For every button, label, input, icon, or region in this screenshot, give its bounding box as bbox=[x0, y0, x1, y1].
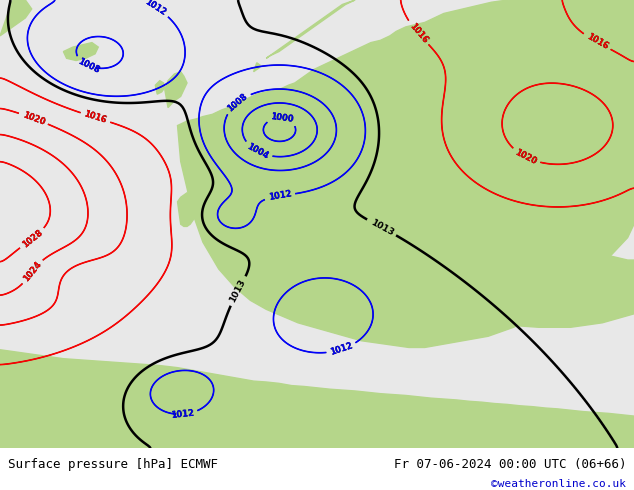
Text: 1012: 1012 bbox=[143, 0, 168, 18]
Polygon shape bbox=[254, 63, 260, 72]
Polygon shape bbox=[178, 193, 197, 226]
Text: 1012: 1012 bbox=[329, 342, 354, 357]
Text: 1024: 1024 bbox=[21, 260, 43, 283]
Text: 1020: 1020 bbox=[514, 147, 538, 166]
Polygon shape bbox=[178, 0, 634, 347]
Text: 1016: 1016 bbox=[407, 21, 429, 45]
Text: 1016: 1016 bbox=[83, 110, 108, 125]
Text: 1024: 1024 bbox=[21, 260, 43, 283]
Text: 1013: 1013 bbox=[228, 278, 248, 304]
Text: 1008: 1008 bbox=[77, 57, 101, 75]
Polygon shape bbox=[63, 43, 98, 61]
Polygon shape bbox=[0, 350, 634, 448]
Text: 1012: 1012 bbox=[268, 190, 292, 202]
Text: 1008: 1008 bbox=[77, 57, 101, 75]
Text: 1028: 1028 bbox=[20, 228, 44, 249]
Polygon shape bbox=[317, 260, 327, 278]
Text: 1000: 1000 bbox=[270, 113, 294, 124]
Text: 1004: 1004 bbox=[245, 142, 270, 161]
Polygon shape bbox=[241, 211, 257, 246]
Text: 1012: 1012 bbox=[268, 190, 292, 202]
Text: Surface pressure [hPa] ECMWF: Surface pressure [hPa] ECMWF bbox=[8, 458, 217, 471]
Text: 1016: 1016 bbox=[585, 32, 609, 51]
Text: ©weatheronline.co.uk: ©weatheronline.co.uk bbox=[491, 479, 626, 489]
Text: 1016: 1016 bbox=[407, 21, 429, 45]
Text: 1004: 1004 bbox=[245, 142, 270, 161]
Polygon shape bbox=[165, 72, 187, 108]
Text: Fr 07-06-2024 00:00 UTC (06+66): Fr 07-06-2024 00:00 UTC (06+66) bbox=[394, 458, 626, 471]
Text: 1000: 1000 bbox=[270, 113, 294, 124]
Text: 1012: 1012 bbox=[171, 409, 195, 420]
Text: 1020: 1020 bbox=[21, 110, 46, 127]
Text: 1016: 1016 bbox=[585, 32, 609, 51]
Text: 1020: 1020 bbox=[21, 110, 46, 127]
Text: 1028: 1028 bbox=[20, 228, 44, 249]
Text: 1008: 1008 bbox=[226, 92, 249, 113]
Text: 1012: 1012 bbox=[171, 409, 195, 420]
Polygon shape bbox=[444, 238, 634, 327]
Text: 1012: 1012 bbox=[143, 0, 168, 18]
Polygon shape bbox=[155, 81, 165, 94]
Polygon shape bbox=[266, 0, 355, 58]
Polygon shape bbox=[0, 0, 32, 36]
Text: 1020: 1020 bbox=[514, 147, 538, 166]
Text: 1013: 1013 bbox=[368, 218, 395, 237]
Text: 1012: 1012 bbox=[329, 342, 354, 357]
Text: 1008: 1008 bbox=[226, 92, 249, 113]
Text: 1016: 1016 bbox=[83, 110, 108, 125]
